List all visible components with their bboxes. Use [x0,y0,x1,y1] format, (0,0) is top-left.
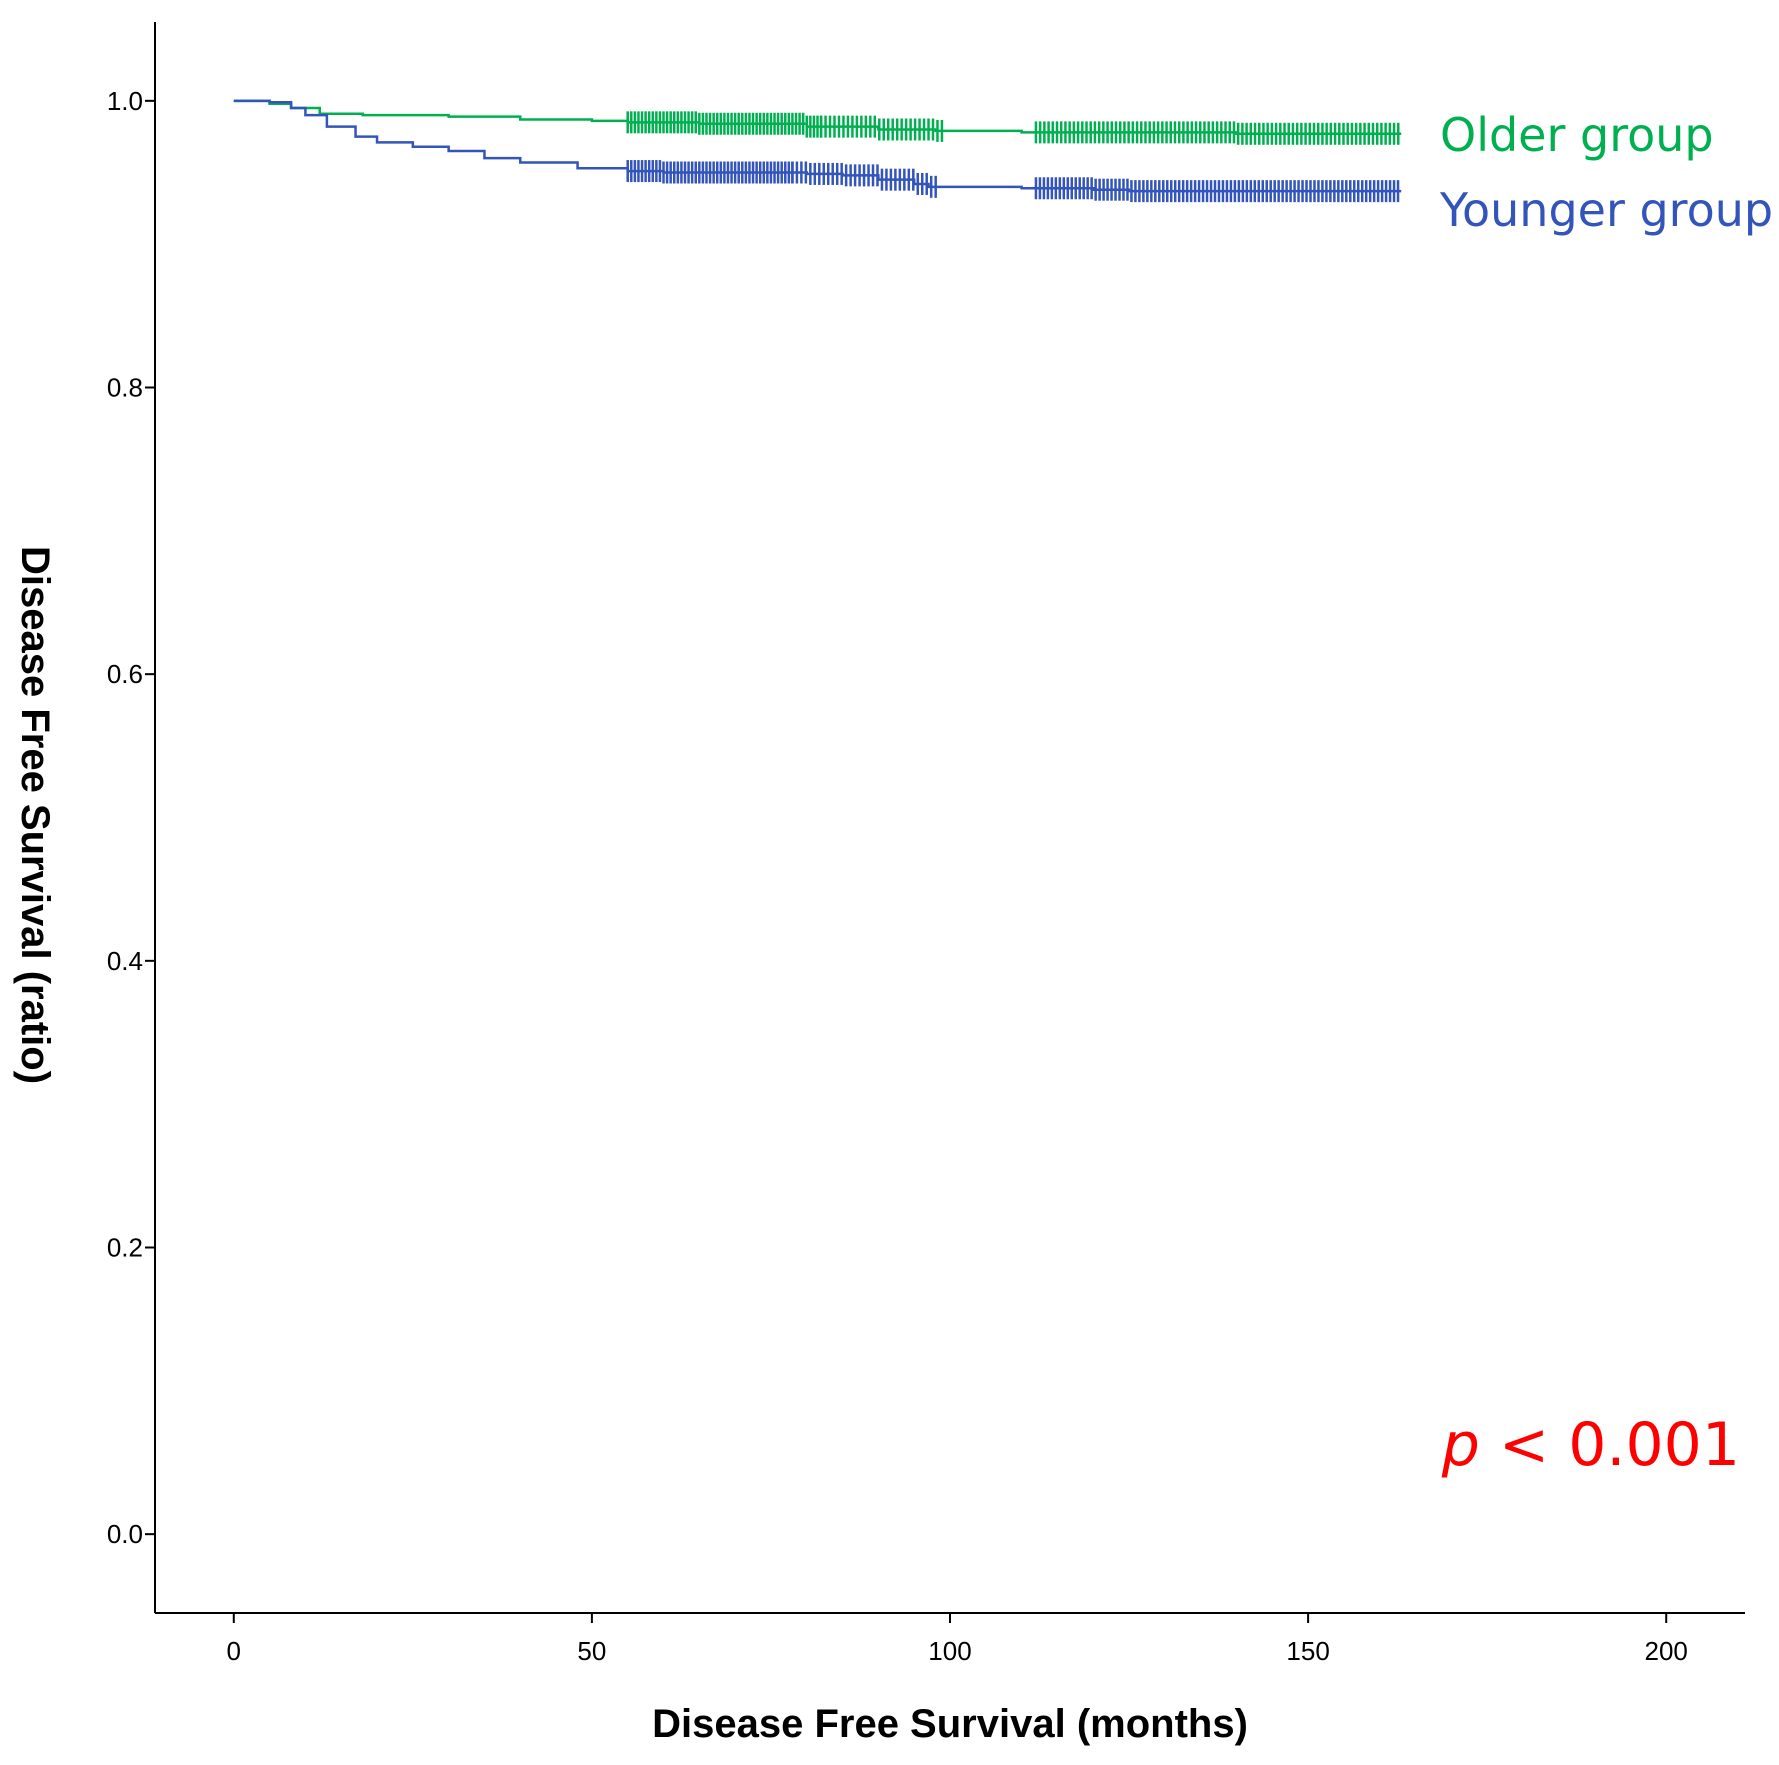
x-tick-label: 200 [1645,1636,1688,1666]
y-tick-label: 0.0 [107,1519,143,1549]
p-value-text: < 0.001 [1480,1410,1740,1480]
x-axis-ticks: 0 50 100 150 200 [227,1613,1688,1666]
p-value-symbol: p [1441,1410,1480,1480]
axes [154,22,1745,1614]
y-tick-label: 0.6 [107,659,143,689]
younger-group-censor-marks [626,160,1400,203]
x-tick-label: 100 [928,1636,971,1666]
y-tick-label: 0.4 [107,946,143,976]
younger-group-series: Younger group [233,99,1773,237]
y-tick-label: 0.2 [107,1233,143,1263]
x-tick-label: 150 [1286,1636,1329,1666]
x-tick-label: 50 [577,1636,606,1666]
y-tick-label: 1.0 [107,86,143,116]
younger-group-label: Younger group [1439,183,1773,237]
y-axis-title: Disease Free Survival (ratio) [13,546,57,1084]
series-layer: Older group Younger group [233,99,1773,237]
y-tick-label: 0.8 [107,373,143,403]
older-group-censor-marks [626,111,1400,145]
y-axis-ticks: 0.0 0.2 0.4 0.6 0.8 1.0 [107,86,155,1549]
older-group-series: Older group [233,99,1714,162]
p-value-annotation: p < 0.001 [1441,1410,1740,1480]
x-tick-label: 0 [227,1636,241,1666]
older-group-label: Older group [1440,108,1714,162]
x-axis-title: Disease Free Survival (months) [652,1702,1248,1746]
